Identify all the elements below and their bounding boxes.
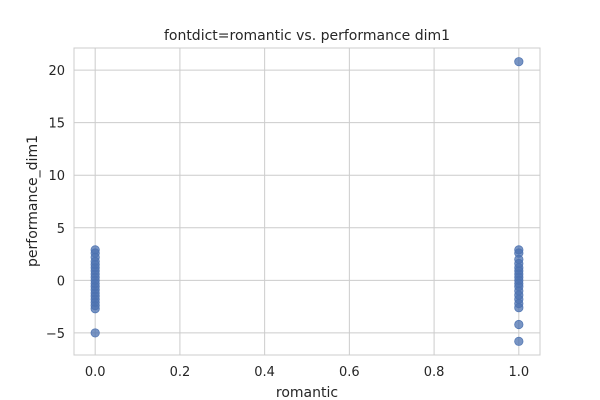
scatter-point: [514, 319, 524, 330]
x-tick-label: 0.8: [424, 365, 445, 380]
x-tick-label: 0.2: [170, 365, 191, 380]
y-tick-label: −5: [46, 327, 65, 342]
x-tick-label: 1.0: [508, 365, 529, 380]
chart-title: fontdict=romantic vs. performance dim1: [164, 28, 450, 44]
y-tick-label: 20: [48, 64, 65, 79]
plot-frame: [73, 47, 541, 356]
y-axis-ticks: −5 0 5 10 15 20: [46, 64, 65, 342]
x-axis-ticks: 0.0 0.2 0.4 0.6 0.8 1.0: [85, 365, 529, 380]
grid-lines: [74, 48, 540, 355]
y-tick-label: 15: [48, 117, 65, 132]
x-tick-label: 0.6: [339, 365, 360, 380]
plot-background: [74, 48, 540, 355]
y-tick-label: 10: [48, 169, 65, 184]
scatter-point: [514, 303, 524, 313]
scatter-point: [514, 57, 524, 67]
x-tick-label: 0.0: [85, 365, 106, 380]
x-axis-label: romantic: [276, 385, 338, 400]
y-tick-label: 5: [57, 222, 65, 237]
data-points: [90, 57, 524, 346]
scatter-point: [90, 304, 100, 314]
scatter-point: [90, 328, 100, 338]
y-axis-label: performance_dim1: [25, 135, 41, 267]
y-tick-label: 0: [57, 274, 65, 289]
scatter-point: [514, 336, 524, 346]
x-tick-label: 0.4: [254, 365, 275, 380]
